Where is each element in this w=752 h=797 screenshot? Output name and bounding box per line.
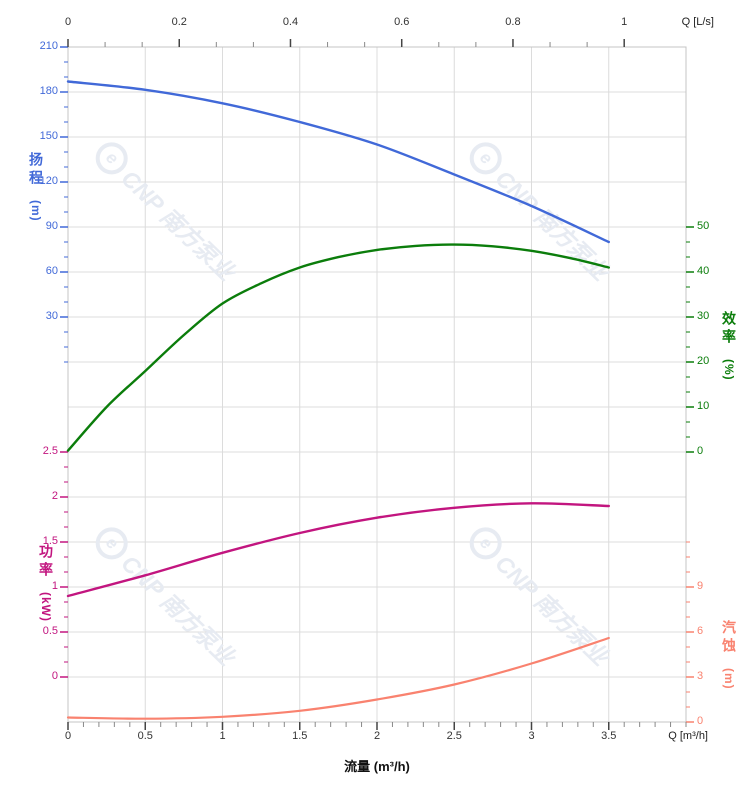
tick-label-eff: 30 [697, 310, 710, 322]
axis-title-power-unit: (kW) [39, 591, 53, 622]
tick-label-head: 90 [45, 220, 58, 232]
bottom-axis-unit-label: Q [m³/h] [668, 730, 708, 742]
tick-label-power: 0.5 [42, 625, 58, 637]
tick-label-x-bottom: 1 [219, 730, 226, 742]
axis-title-power: 功率 (kW) [36, 544, 56, 622]
tick-label-power: 2 [51, 490, 58, 502]
tick-label-x-top: 0.4 [282, 16, 299, 28]
axis-title-eff: 效率 (%) [719, 311, 739, 381]
tick-label-x-top: 0 [64, 16, 72, 28]
tick-label-x-bottom: 3.5 [601, 730, 617, 742]
axis-title-head-unit: (m) [29, 199, 43, 222]
axis-title-npsh-unit: (m) [722, 667, 736, 690]
axis-title-power-text: 功率 [38, 544, 54, 580]
tick-label-npsh: 3 [697, 670, 704, 682]
tick-label-npsh: 6 [697, 625, 704, 637]
tick-label-x-bottom: 1.5 [292, 730, 308, 742]
tick-label-power: 1.5 [42, 535, 58, 547]
tick-label-npsh: 9 [697, 580, 704, 592]
tick-label-x-bottom: 3 [528, 730, 535, 742]
axis-title-head-text: 扬程 [28, 152, 44, 188]
axis-title-eff-text: 效率 [721, 311, 737, 347]
tick-label-eff: 0 [697, 445, 704, 457]
tick-label-x-bottom: 2.5 [446, 730, 462, 742]
tick-label-x-top: 0.2 [171, 16, 187, 28]
axis-title-eff-unit: (%) [722, 358, 736, 381]
tick-label-eff: 20 [697, 355, 710, 367]
tick-label-x-top: 0.6 [394, 16, 410, 28]
tick-label-head: 30 [45, 310, 58, 322]
top-axis-unit-label: Q [L/s] [681, 16, 714, 28]
tick-label-x-top: 1 [621, 16, 628, 28]
tick-label-head: 60 [45, 265, 58, 277]
tick-label-npsh: 0 [697, 715, 704, 727]
axis-title-npsh-text: 汽蚀 [721, 620, 737, 656]
axis-title-head: 扬程 (m) [26, 152, 46, 222]
tick-label-eff: 10 [697, 400, 710, 412]
x-axis-title: 流量 (m³/h) [344, 759, 410, 774]
tick-label-eff: 40 [697, 265, 710, 277]
tick-label-x-bottom: 2 [373, 730, 381, 742]
tick-label-head: 210 [39, 40, 58, 52]
tick-label-power: 0 [51, 670, 58, 682]
tick-label-power: 1 [51, 580, 58, 592]
tick-label-power: 2.5 [42, 445, 58, 457]
axis-title-npsh: 汽蚀 (m) [719, 620, 739, 690]
tick-label-head: 180 [39, 85, 58, 97]
tick-label-head: 120 [39, 175, 58, 187]
tick-label-x-bottom: 0.5 [137, 730, 153, 742]
tick-label-x-bottom: 0 [64, 730, 72, 742]
tick-label-head: 150 [39, 130, 58, 142]
tick-label-eff: 50 [697, 220, 710, 232]
tick-label-x-top: 0.8 [505, 16, 521, 28]
